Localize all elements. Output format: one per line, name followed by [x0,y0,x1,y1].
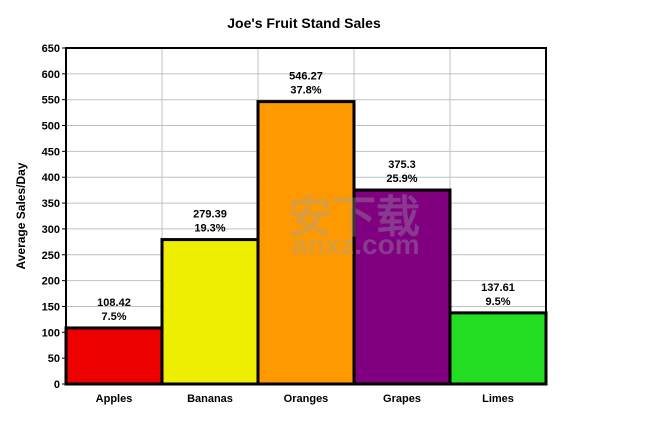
x-tick-label: Bananas [187,393,233,405]
value-label: 546.27 [289,71,323,83]
bar-apples [64,326,164,386]
watermark-url: anxz.com [292,229,420,260]
y-tick-label: 0 [54,379,60,391]
y-tick-label: 150 [42,301,60,313]
bar-limes [448,311,548,386]
y-tick-label: 650 [42,43,60,55]
y-tick-label: 550 [42,95,60,107]
y-tick-label: 300 [42,224,60,236]
percent-label: 25.9% [386,173,417,185]
x-axis-ticks: Apples Bananas Oranges Grapes Limes [96,393,514,405]
y-tick-label: 50 [48,353,60,365]
y-tick-label: 400 [42,172,60,184]
watermark-text: 安下载 [288,193,420,242]
value-label: 279.39 [193,209,227,221]
value-label: 137.61 [481,282,515,294]
plot-frame [65,47,547,385]
y-tick-label: 600 [42,69,60,81]
percent-label: 7.5% [101,311,126,323]
x-tick-label: Limes [482,393,514,405]
value-label: 375.3 [388,159,416,171]
percent-label: 9.5% [485,296,510,308]
y-tick-label: 500 [42,121,60,133]
y-tick-label: 100 [42,327,60,339]
percent-label: 19.3% [194,223,225,235]
bar-bananas [160,238,260,386]
watermark: 安下载 anxz.com [288,193,420,260]
x-tick-label: Oranges [284,393,329,405]
x-tick-label: Grapes [383,393,421,405]
bar-grapes [352,188,452,386]
y-tick-label: 250 [42,250,60,262]
y-tick-label: 200 [42,276,60,288]
y-axis-ticks: 0 50 100 150 200 250 300 350 400 450 500 550 600 650 [42,43,66,391]
value-label: 108.42 [97,297,131,309]
y-tick-label: 350 [42,198,60,210]
chart-title: Joe's Fruit Stand Sales [227,15,381,31]
y-axis-label: Average Sales/Day [14,162,28,269]
x-tick-label: Apples [96,393,133,405]
y-tick-label: 450 [42,146,60,158]
data-labels: 108.42 7.5% 279.39 19.3% 546.27 37.8% 375.3 25.… [97,71,515,323]
percent-label: 37.8% [290,85,321,97]
